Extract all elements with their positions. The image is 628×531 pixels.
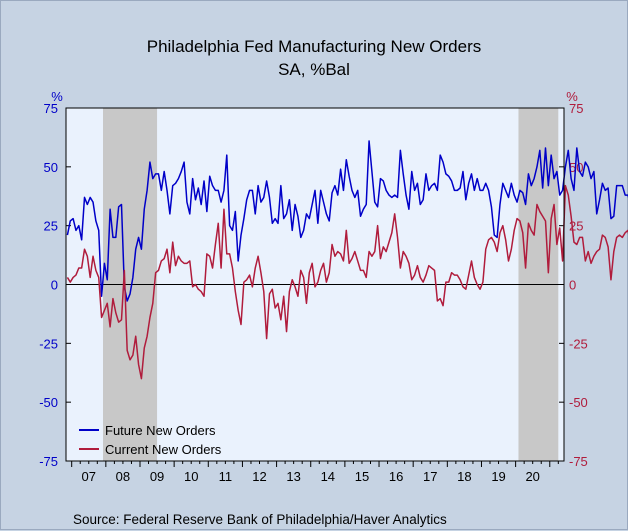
left-axis-unit: % — [51, 89, 63, 104]
x-tick-label: 17 — [423, 469, 437, 484]
x-tick-label: 18 — [457, 469, 471, 484]
x-tick-label: 09 — [150, 469, 164, 484]
y-tick-label-left: 50 — [44, 160, 58, 175]
series-line-future-new-orders — [66, 140, 628, 302]
y-tick-label-left: 0 — [51, 278, 58, 293]
y-tick-label-right: 75 — [569, 101, 583, 116]
y-tick-label-right: -50 — [569, 395, 588, 410]
x-tick-label: 13 — [286, 469, 300, 484]
right-axis-unit: % — [566, 89, 578, 104]
x-tick-label: 07 — [82, 469, 96, 484]
x-tick-label: 19 — [491, 469, 505, 484]
y-tick-label-left: -25 — [39, 336, 58, 351]
series-line-current-new-orders — [66, 184, 628, 380]
y-tick-label-right: -25 — [569, 336, 588, 351]
x-tick-label: 12 — [252, 469, 266, 484]
x-tick-label: 16 — [389, 469, 403, 484]
source-note: Source: Federal Reserve Bank of Philadel… — [73, 512, 447, 527]
y-tick-label-left: -75 — [39, 454, 58, 469]
y-tick-label-left: -50 — [39, 395, 58, 410]
x-tick-label: 08 — [116, 469, 130, 484]
y-tick-label-left: 25 — [44, 219, 58, 234]
y-tick-label-right: -75 — [569, 454, 588, 469]
x-tick-label: 11 — [219, 469, 233, 484]
y-tick-label-right: 0 — [569, 278, 576, 293]
x-tick-label: 10 — [184, 469, 198, 484]
chart-subtitle: SA, %Bal — [278, 60, 350, 79]
legend-label: Current New Orders — [105, 442, 222, 457]
legend-label: Future New Orders — [105, 423, 216, 438]
x-tick-label: 20 — [525, 469, 539, 484]
x-tick-label: 15 — [355, 469, 369, 484]
x-tick-label: 14 — [321, 469, 335, 484]
chart-title: Philadelphia Fed Manufacturing New Order… — [147, 37, 482, 56]
plot-border — [65, 107, 565, 462]
y-tick-label-left: 75 — [44, 101, 58, 116]
